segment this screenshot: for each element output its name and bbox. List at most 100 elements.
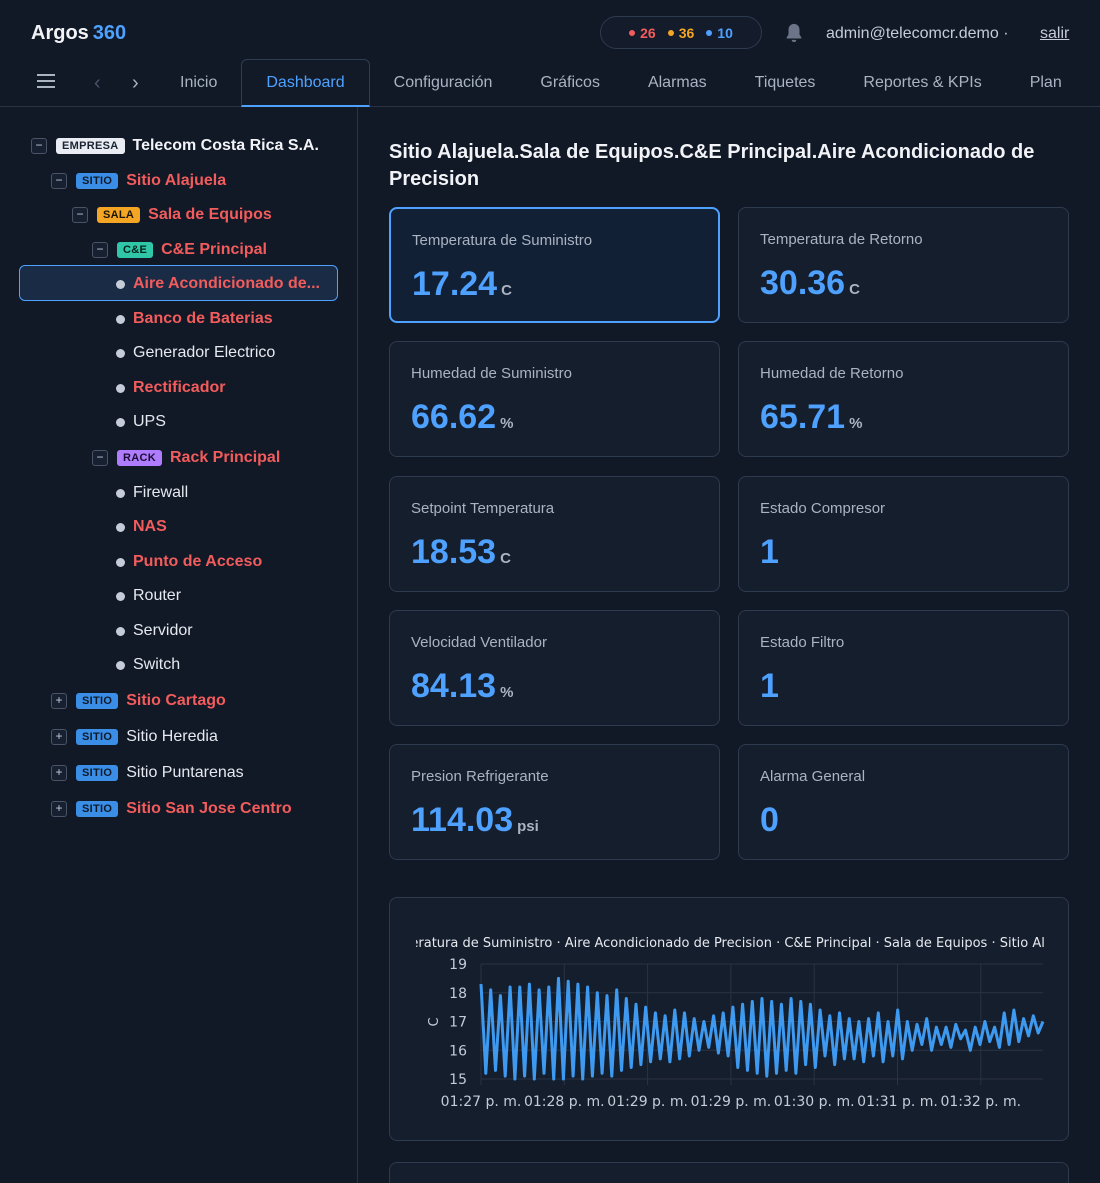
metric-card-return-temp[interactable]: Temperatura de Retorno 30.36 C xyxy=(738,207,1069,323)
expand-toggle-icon[interactable]: + xyxy=(51,693,67,709)
tree-node-label: NAS xyxy=(133,518,167,535)
metric-label: Humedad de Retorno xyxy=(760,365,904,382)
page-title: Sitio Alajuela.Sala de Equipos.C&E Princ… xyxy=(389,141,1035,190)
metric-card-compressor[interactable]: Estado Compresor 1 xyxy=(738,476,1069,592)
tab-reportes[interactable]: Reportes & KPIs xyxy=(863,74,982,91)
metric-card-refrigerant-pressure[interactable]: Presion Refrigerante 114.03 psi xyxy=(389,744,720,860)
tab-alarmas[interactable]: Alarmas xyxy=(647,74,707,91)
x-tick-label: 01:32 p. m. xyxy=(940,1094,1021,1110)
main-tabs: Inicio Dashboard Configuración Gráficos … xyxy=(156,59,1086,107)
metric-unit: C xyxy=(501,282,512,299)
tree-node-site-cartago[interactable]: + SITIO Sitio Cartago xyxy=(51,686,226,716)
metric-card-setpoint[interactable]: Setpoint Temperatura 18.53 C xyxy=(389,476,720,592)
bullet-icon xyxy=(116,314,125,324)
type-badge: SALA xyxy=(97,207,141,223)
type-badge: SITIO xyxy=(76,765,119,781)
tree-node-label: Sitio San Jose Centro xyxy=(126,800,292,817)
tree-node-label: Router xyxy=(133,587,182,604)
tree-node-label: Sitio Puntarenas xyxy=(126,764,244,781)
metric-card-supply-humidity[interactable]: Humedad de Suministro 66.62% xyxy=(389,341,720,457)
metric-value-row: 66.62% xyxy=(411,398,513,437)
tree-leaf-rectifier[interactable]: Rectificador xyxy=(116,373,225,403)
tree-leaf-nas[interactable]: NAS xyxy=(116,512,167,542)
metric-value-row: 18.53 C xyxy=(411,533,511,572)
metric-value-row: 84.13% xyxy=(411,667,513,706)
metric-card-filter[interactable]: Estado Filtro 1 xyxy=(738,610,1069,726)
metric-value: 0 xyxy=(760,801,779,839)
logout-link[interactable]: salir xyxy=(1040,25,1070,42)
collapse-toggle-icon[interactable]: − xyxy=(51,173,67,189)
bell-icon[interactable] xyxy=(783,22,805,44)
expand-toggle-icon[interactable]: + xyxy=(51,801,67,817)
tree-leaf-batteries[interactable]: Banco de Baterias xyxy=(116,304,273,334)
tree-leaf-ups[interactable]: UPS xyxy=(116,407,166,437)
tree-node-label: Generador Electrico xyxy=(133,344,276,361)
metric-value: 66.62 xyxy=(411,398,497,436)
tree-node-company[interactable]: − EMPRESA Telecom Costa Rica S.A. xyxy=(31,131,319,161)
trend-chart-card: Temperatura de Suministro · Aire Acondic… xyxy=(389,897,1069,1141)
bullet-icon xyxy=(116,522,125,532)
tree-node-site-san-jose[interactable]: + SITIO Sitio San Jose Centro xyxy=(51,794,292,824)
critical-counter[interactable]: 26 xyxy=(629,25,656,41)
collapse-toggle-icon[interactable]: − xyxy=(72,207,88,223)
metric-value: 65.71 xyxy=(760,398,846,436)
metric-value: 114.03 xyxy=(411,801,514,839)
forward-arrow-icon[interactable]: › xyxy=(132,72,139,94)
tree-node-rack[interactable]: − RACK Rack Principal xyxy=(92,443,280,473)
metric-card-fan-speed[interactable]: Velocidad Ventilador 84.13% xyxy=(389,610,720,726)
tree-leaf-server[interactable]: Servidor xyxy=(116,616,193,646)
tree-node-label: Switch xyxy=(133,656,181,673)
tree-leaf-ac[interactable]: Aire Acondicionado de... xyxy=(116,269,320,299)
back-arrow-icon[interactable]: ‹ xyxy=(94,72,101,94)
tab-inicio[interactable]: Inicio xyxy=(180,74,218,91)
expand-toggle-icon[interactable]: + xyxy=(51,765,67,781)
metric-card-supply-temp[interactable]: Temperatura de Suministro 17.24 C xyxy=(389,207,720,323)
brand-logo[interactable]: Argos 360 xyxy=(31,22,126,45)
tree-node-site[interactable]: − SITIO Sitio Alajuela xyxy=(51,166,226,196)
tree-node-site-heredia[interactable]: + SITIO Sitio Heredia xyxy=(51,722,218,752)
tree-leaf-generator[interactable]: Generador Electrico xyxy=(116,338,275,368)
metric-card-return-humidity[interactable]: Humedad de Retorno 65.71% xyxy=(738,341,1069,457)
tab-tiquetes[interactable]: Tiquetes xyxy=(754,74,816,91)
tab-graficos[interactable]: Gráficos xyxy=(540,74,600,91)
tree-node-label: Sitio Heredia xyxy=(126,728,218,745)
metric-value: 1 xyxy=(760,667,779,705)
series-line-supply-temp[interactable] xyxy=(479,976,1045,1081)
chart-y-axis-label: C xyxy=(427,1017,442,1026)
metric-label: Estado Filtro xyxy=(760,634,845,651)
info-counter[interactable]: 10 xyxy=(706,25,733,41)
metric-value: 84.13 xyxy=(411,667,497,705)
menu-icon[interactable] xyxy=(37,74,55,90)
trend-chart[interactable]: Temperatura de Suministro · Aire Acondic… xyxy=(390,898,1069,1141)
tree-node-ce[interactable]: − C&E C&E Principal xyxy=(92,235,267,265)
tab-dashboard[interactable]: Dashboard xyxy=(241,59,370,107)
collapse-toggle-icon[interactable]: − xyxy=(92,450,108,466)
type-badge: RACK xyxy=(117,450,162,466)
collapse-toggle-icon[interactable]: − xyxy=(31,138,47,154)
metric-value: 18.53 xyxy=(411,533,497,571)
warning-counter[interactable]: 36 xyxy=(667,25,694,41)
y-tick-label: 19 xyxy=(449,957,467,973)
expand-toggle-icon[interactable]: + xyxy=(51,729,67,745)
tab-configuracion[interactable]: Configuración xyxy=(393,74,493,91)
collapse-toggle-icon[interactable]: − xyxy=(92,242,108,258)
metric-value-row: 30.36 C xyxy=(760,264,860,303)
brand-name: Argos xyxy=(31,22,89,44)
tree-leaf-firewall[interactable]: Firewall xyxy=(116,478,188,508)
brand-accent: 360 xyxy=(92,22,127,44)
tree-node-label: C&E Principal xyxy=(161,241,267,258)
metric-card-general-alarm[interactable]: Alarma General 0 xyxy=(738,744,1069,860)
metric-value: 1 xyxy=(760,533,779,571)
tree-leaf-router[interactable]: Router xyxy=(116,581,181,611)
info-dot-icon xyxy=(706,29,713,36)
tree-leaf-switch[interactable]: Switch xyxy=(116,650,180,680)
tree-leaf-access-point[interactable]: Punto de Acceso xyxy=(116,547,262,577)
x-tick-label: 01:27 p. m. xyxy=(441,1094,522,1110)
tree-node-room[interactable]: − SALA Sala de Equipos xyxy=(72,200,272,230)
metric-unit: % xyxy=(500,415,514,432)
y-tick-label: 16 xyxy=(449,1043,467,1059)
tree-node-site-puntarenas[interactable]: + SITIO Sitio Puntarenas xyxy=(51,758,244,788)
metric-label: Humedad de Suministro xyxy=(411,365,572,382)
alarm-counters[interactable]: 26 36 10 xyxy=(600,16,762,49)
tab-plan[interactable]: Plan xyxy=(1029,74,1062,91)
